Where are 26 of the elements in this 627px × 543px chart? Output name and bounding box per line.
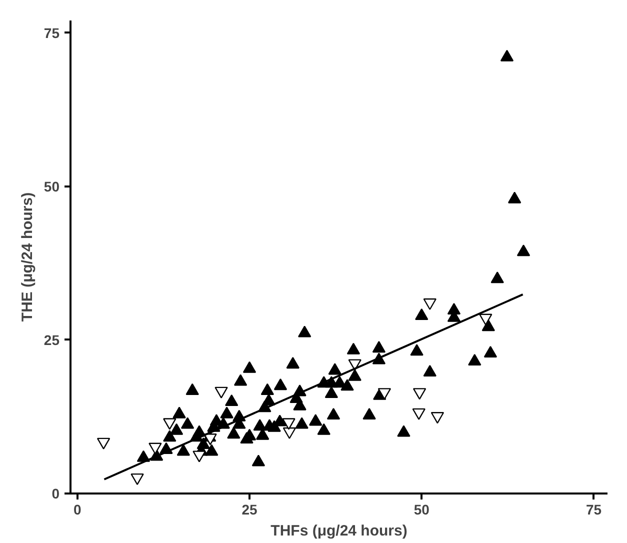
y-tick-label: 50 bbox=[44, 178, 60, 194]
point bbox=[348, 359, 362, 371]
point bbox=[148, 442, 162, 454]
point bbox=[479, 314, 492, 326]
point bbox=[130, 473, 144, 486]
point bbox=[214, 386, 228, 398]
point bbox=[192, 450, 206, 462]
point bbox=[430, 412, 444, 424]
point bbox=[412, 408, 426, 420]
point bbox=[204, 434, 217, 446]
point bbox=[163, 418, 176, 430]
point bbox=[282, 427, 296, 439]
x-axis-title: THFs (μg/24 hours) bbox=[270, 522, 408, 540]
point bbox=[282, 418, 296, 430]
point bbox=[412, 388, 426, 400]
x-tick-label: 50 bbox=[414, 502, 430, 518]
y-tick-label: 0 bbox=[52, 486, 60, 502]
x-tick-label: 75 bbox=[586, 502, 602, 518]
x-tick-label: 0 bbox=[73, 502, 82, 518]
point bbox=[96, 438, 110, 450]
point bbox=[378, 388, 392, 400]
y-tick-label: 75 bbox=[44, 24, 60, 41]
x-tick-label: 25 bbox=[242, 502, 258, 518]
y-axis-title: THE (μg/24 hours) bbox=[18, 192, 36, 322]
y-tick-label: 25 bbox=[44, 332, 60, 348]
point bbox=[423, 298, 436, 310]
